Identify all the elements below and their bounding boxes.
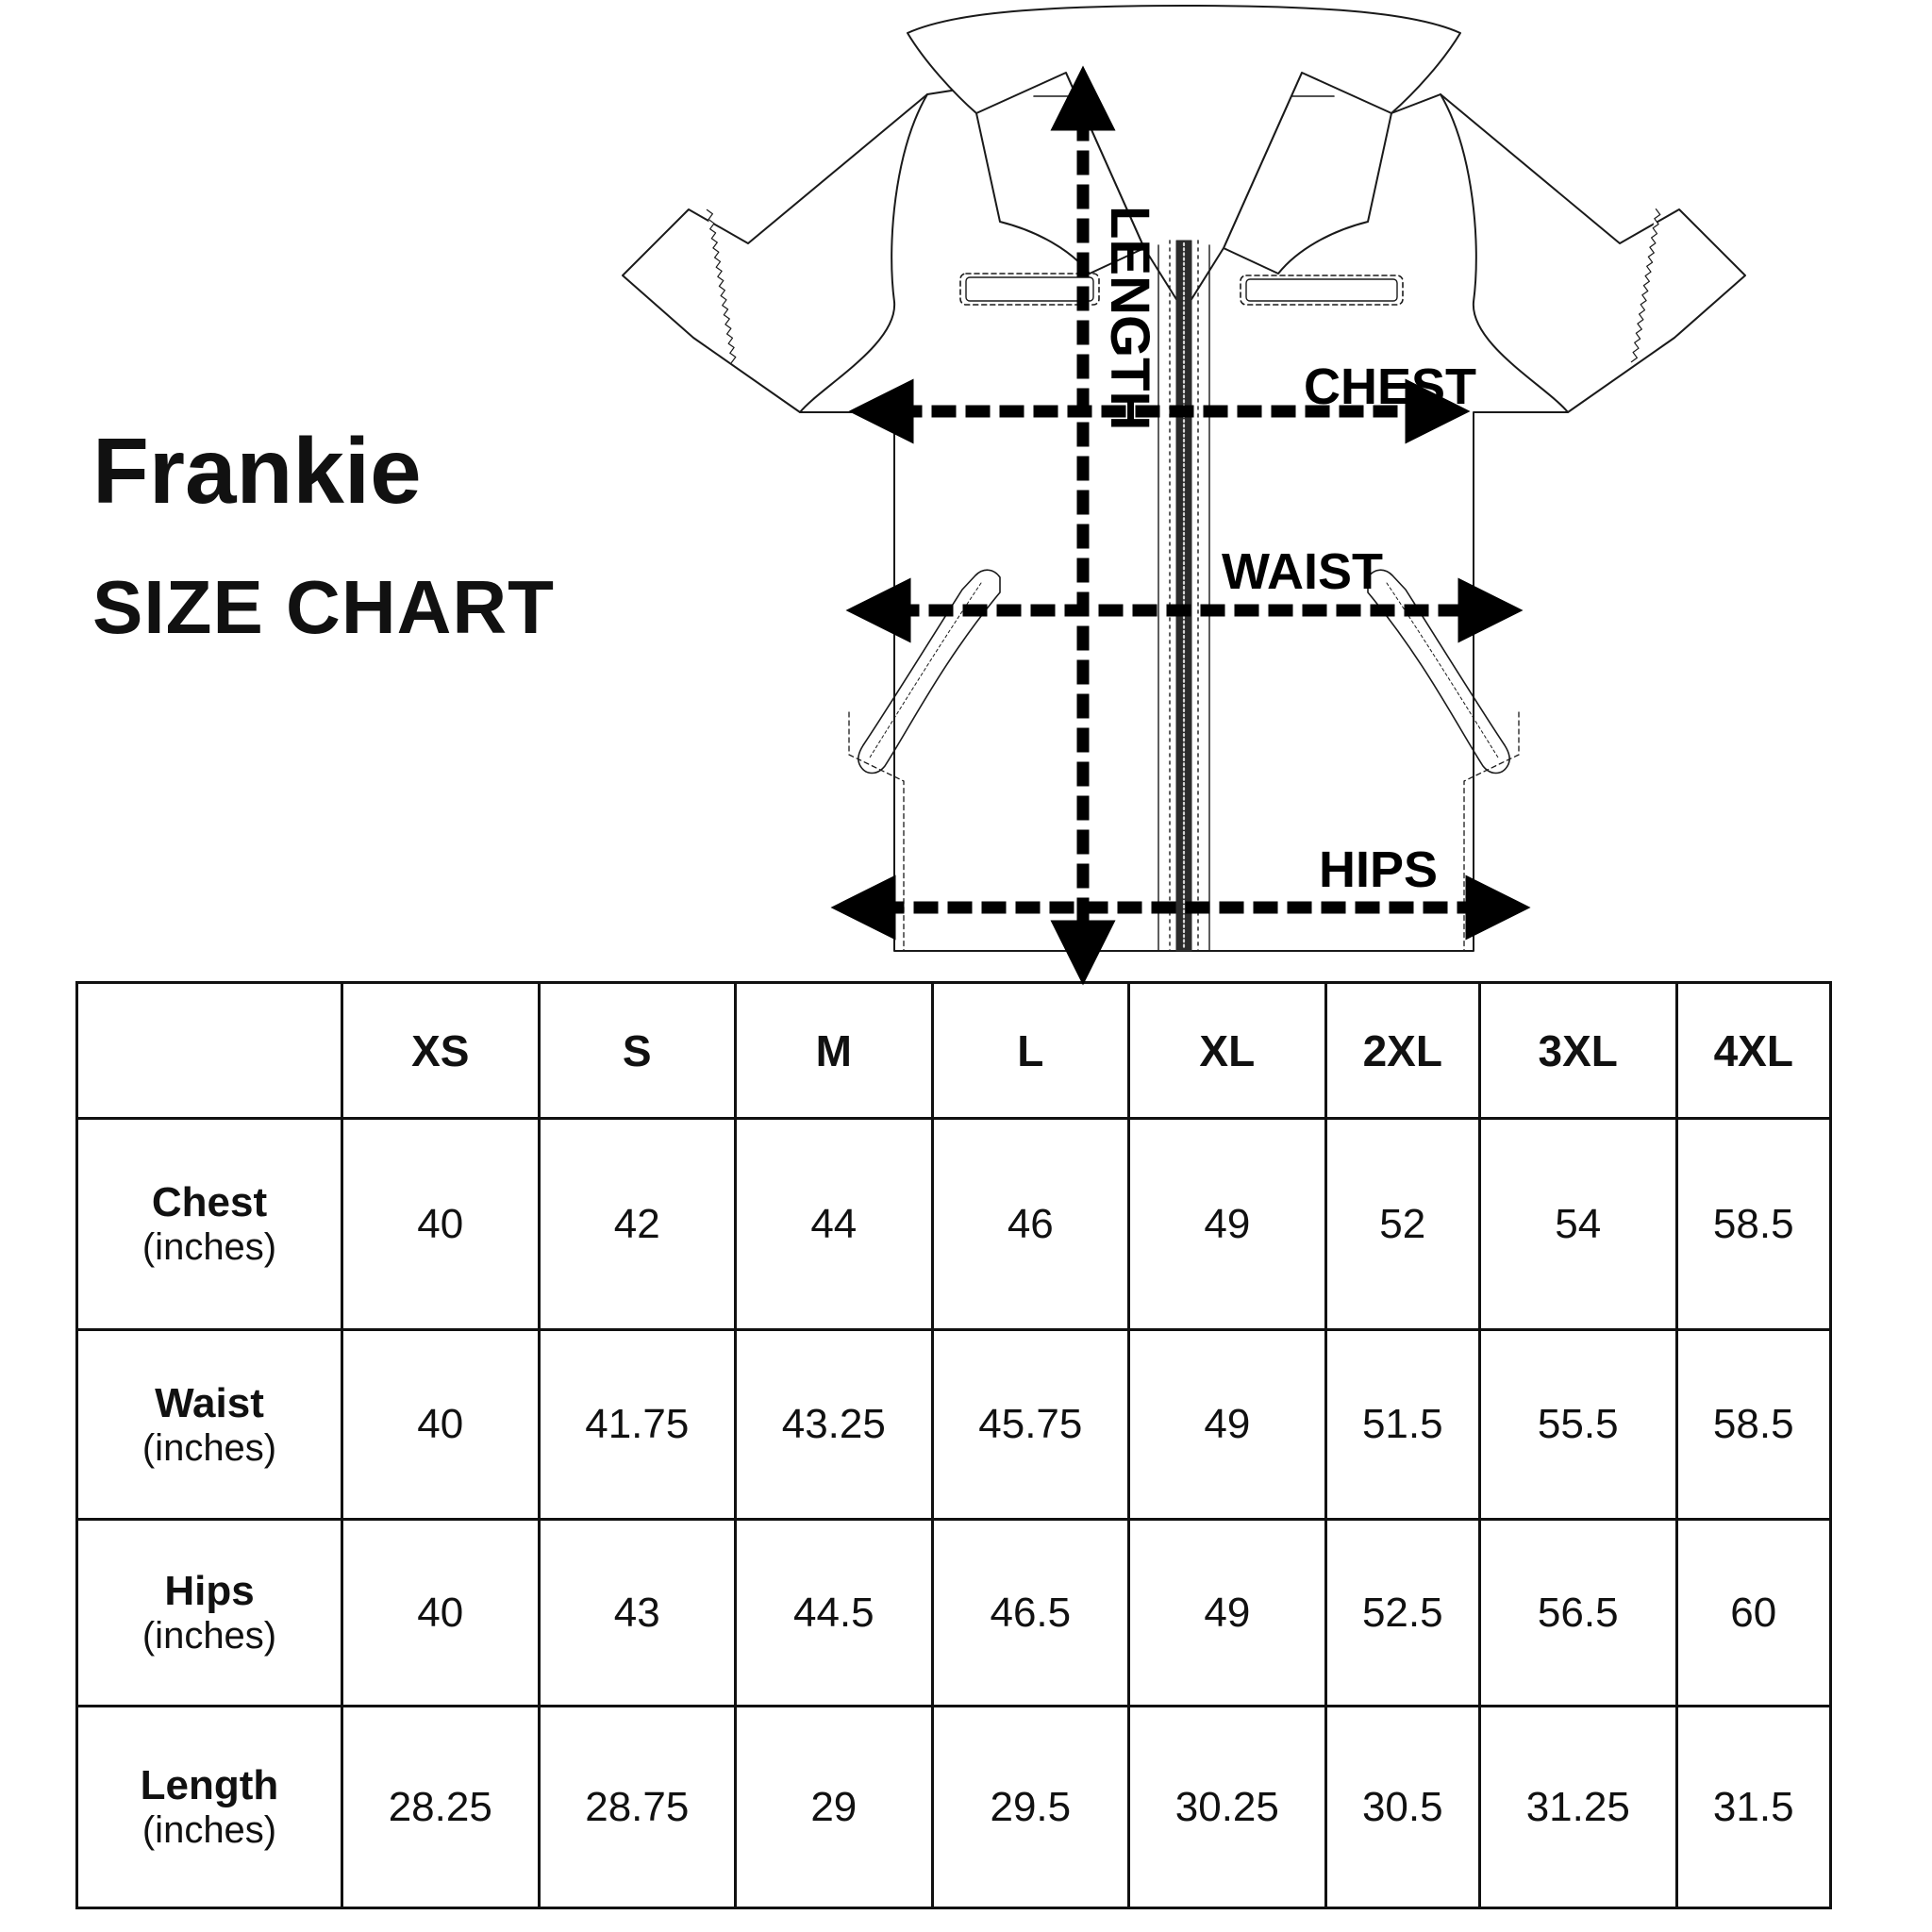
svg-text:HIPS: HIPS xyxy=(1319,841,1438,898)
svg-text:LENGTH: LENGTH xyxy=(1099,206,1160,430)
svg-text:WAIST: WAIST xyxy=(1222,543,1383,600)
svg-text:CHEST: CHEST xyxy=(1304,358,1476,415)
